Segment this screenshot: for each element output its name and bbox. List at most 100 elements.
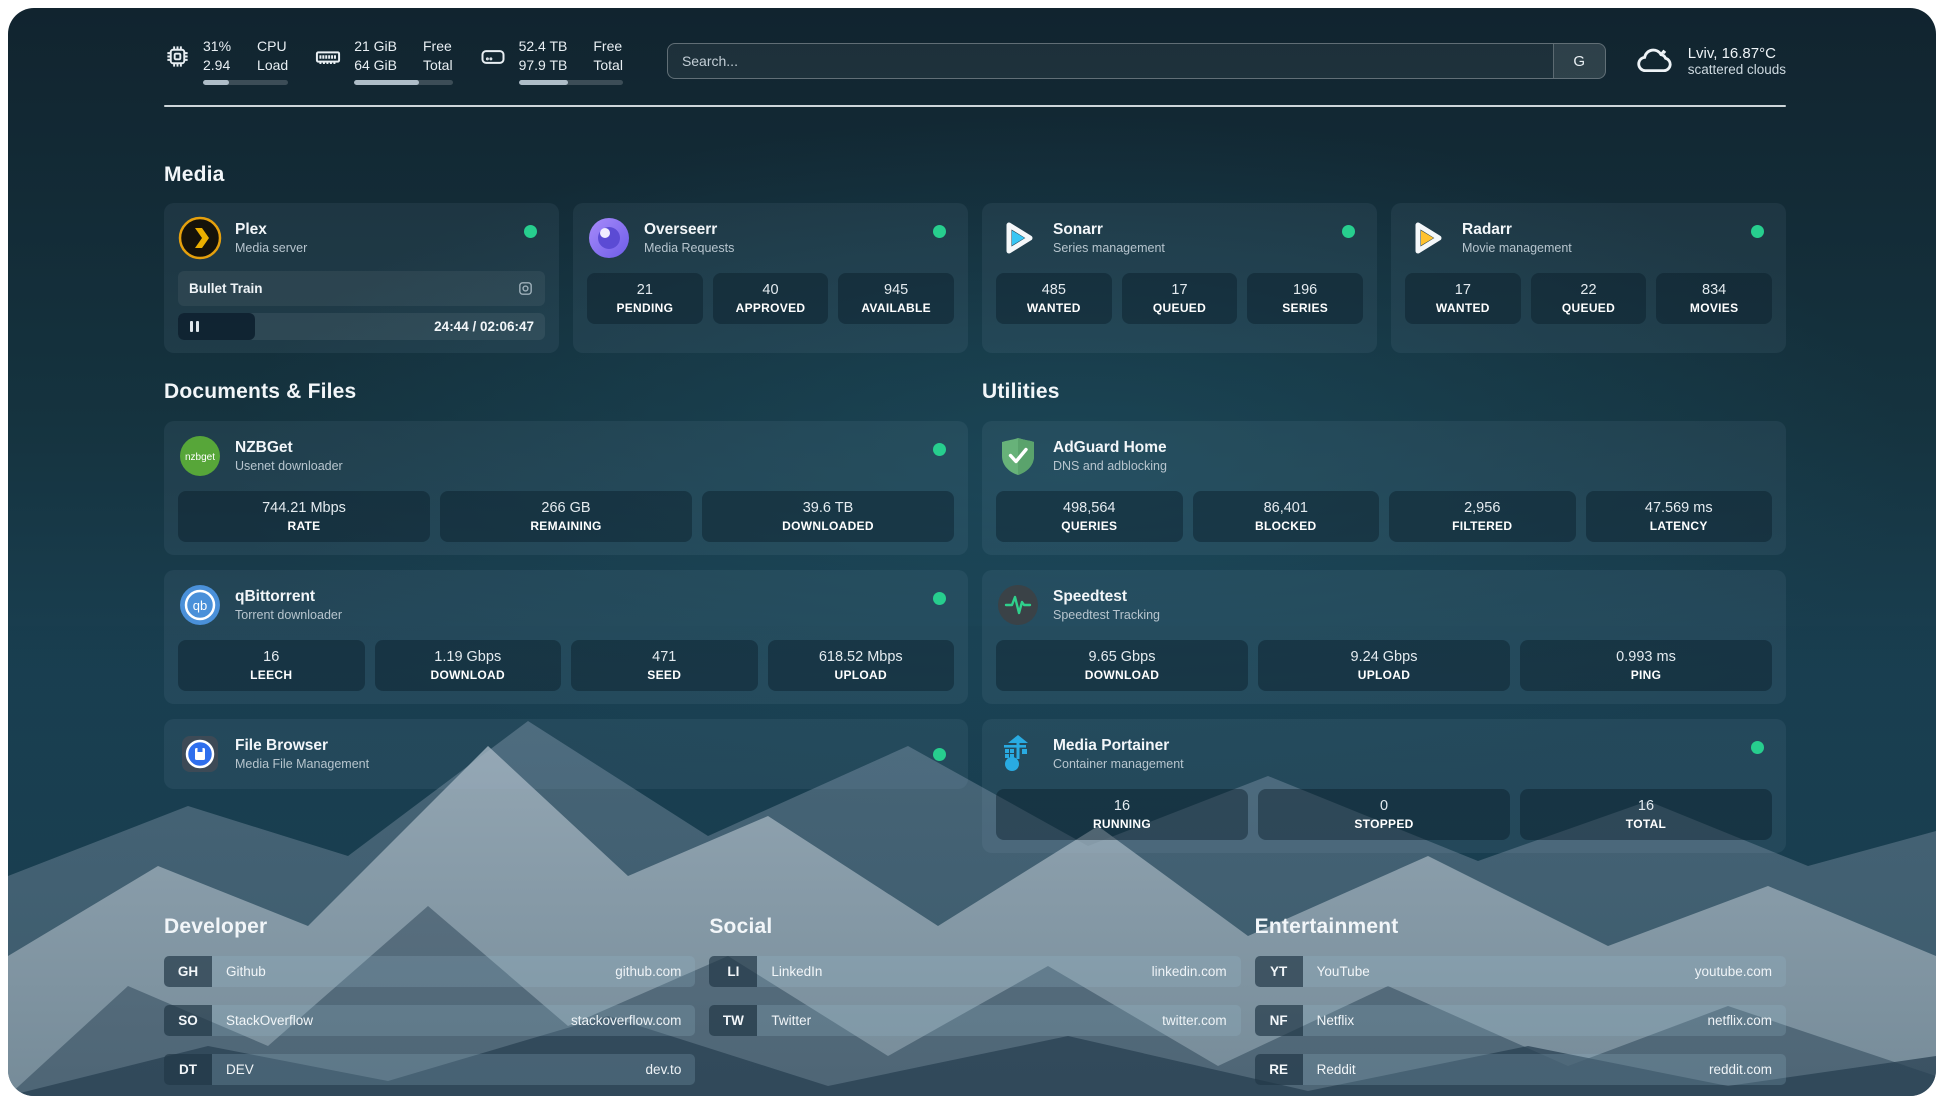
bookmark-stackoverflow[interactable]: SO StackOverflow stackoverflow.com xyxy=(164,1005,696,1036)
sonarr-icon xyxy=(996,216,1040,260)
disk-total-label: Total xyxy=(593,57,623,73)
bookmark-dev[interactable]: DT DEV dev.to xyxy=(164,1054,696,1085)
youtube-name: YouTube xyxy=(1316,964,1370,979)
stackoverflow-url: stackoverflow.com xyxy=(571,1013,682,1028)
portainer-stat-running: 16 RUNNING xyxy=(996,789,1248,840)
portainer-subtitle: Container management xyxy=(1053,756,1184,771)
nzbget-card[interactable]: nzbget NZBGet Usenet downloader 744.21 M… xyxy=(164,421,968,555)
qbittorrent-stat-download: 1.19 Gbps DOWNLOAD xyxy=(374,640,561,691)
ram-total-label: Total xyxy=(423,57,453,73)
bookmark-twitter[interactable]: TW Twitter twitter.com xyxy=(709,1005,1241,1036)
sonarr-card[interactable]: Sonarr Series management 485 WANTED 17 Q… xyxy=(982,203,1377,353)
stat-value: 2,956 xyxy=(1464,500,1501,516)
plex-status-dot xyxy=(524,225,537,238)
filebrowser-card[interactable]: File Browser Media File Management xyxy=(164,719,968,789)
dev-abbr: DT xyxy=(164,1054,212,1085)
stat-value: 0 xyxy=(1379,798,1389,814)
qbittorrent-stat-leech: 16 LEECH xyxy=(178,640,365,691)
stackoverflow-name: StackOverflow xyxy=(226,1013,314,1028)
stat-label: TOTAL xyxy=(1625,817,1667,831)
stat-label: PING xyxy=(1630,668,1662,682)
speedtest-name: Speedtest xyxy=(1053,587,1128,605)
stat-value: 9.24 Gbps xyxy=(1350,649,1418,665)
stat-value: 86,401 xyxy=(1263,500,1308,516)
overseerr-card[interactable]: Overseerr Media Requests 21 PENDING 40 A… xyxy=(573,203,968,353)
documents-column: Documents & Files nzbget NZBGet xyxy=(164,380,968,853)
ram-icon xyxy=(314,43,342,71)
portainer-stat-total: 16 TOTAL xyxy=(1520,789,1772,840)
plex-card[interactable]: Plex Media server Bullet Train xyxy=(164,203,559,353)
radarr-subtitle: Movie management xyxy=(1462,240,1572,255)
adguard-stat-queries: 498,564 QUERIES xyxy=(996,491,1183,542)
pause-icon xyxy=(190,321,199,332)
portainer-name: Media Portainer xyxy=(1053,736,1170,754)
stat-value: 196 xyxy=(1293,282,1318,298)
stat-label: RUNNING xyxy=(1092,817,1152,831)
stat-value: 40 xyxy=(762,282,779,298)
stat-value: 39.6 TB xyxy=(802,500,854,516)
plex-now-playing-row[interactable]: Bullet Train xyxy=(178,271,545,306)
section-title-social: Social xyxy=(709,915,773,938)
stat-value: 266 GB xyxy=(541,500,591,516)
stat-label: FILTERED xyxy=(1452,519,1513,533)
qbittorrent-name: qBittorrent xyxy=(235,587,316,605)
overseerr-subtitle: Media Requests xyxy=(644,240,735,255)
portainer-card[interactable]: Media Portainer Container management 16 … xyxy=(982,719,1786,853)
stat-value: 945 xyxy=(884,282,909,298)
cpu-label: CPU xyxy=(257,38,287,54)
plex-progress-bar[interactable]: 24:44 / 02:06:47 xyxy=(178,313,545,340)
section-title-entertainment: Entertainment xyxy=(1254,915,1399,938)
stat-value: 744.21 Mbps xyxy=(262,500,346,516)
cpu-load-label: Load xyxy=(257,57,289,73)
portainer-stat-stopped: 0 STOPPED xyxy=(1258,789,1510,840)
bookmark-netflix[interactable]: NF Netflix netflix.com xyxy=(1254,1005,1786,1036)
weather-condition: scattered clouds xyxy=(1687,62,1786,77)
stat-value: 21 xyxy=(636,282,653,298)
adguard-stat-filtered: 2,956 FILTERED xyxy=(1389,491,1576,542)
netflix-abbr: NF xyxy=(1254,1005,1303,1036)
filebrowser-name: File Browser xyxy=(235,736,329,754)
cpu-icon xyxy=(164,43,191,70)
overseerr-stat-pending: 21 PENDING xyxy=(587,273,703,324)
stackoverflow-abbr: SO xyxy=(164,1005,212,1036)
cpu-metric: 31% 2.94 CPU Load xyxy=(164,37,289,85)
qbittorrent-card[interactable]: qb qBittorrent Torrent downloader 16 LEE… xyxy=(164,570,968,704)
dev-url: dev.to xyxy=(645,1062,682,1077)
stat-label: QUERIES xyxy=(1061,519,1118,533)
radarr-status-dot xyxy=(1751,225,1764,238)
adguard-card[interactable]: AdGuard Home DNS and adblocking 498,564 … xyxy=(982,421,1786,555)
search-input[interactable] xyxy=(667,44,1553,78)
svg-text:nzbget: nzbget xyxy=(185,452,215,463)
overseerr-stat-approved: 40 APPROVED xyxy=(712,273,829,324)
plex-now-playing-title: Bullet Train xyxy=(189,281,263,296)
bookmark-github[interactable]: GH Github github.com xyxy=(164,956,696,987)
section-title-media: Media xyxy=(164,163,225,186)
speedtest-icon xyxy=(996,583,1040,627)
disk-progress-track xyxy=(518,80,623,85)
bookmark-linkedin[interactable]: LI LinkedIn linkedin.com xyxy=(709,956,1241,987)
search-bar[interactable]: G xyxy=(666,43,1606,79)
plex-subtitle: Media server xyxy=(235,240,308,255)
section-title-utilities: Utilities xyxy=(982,380,1060,403)
stat-label: BLOCKED xyxy=(1255,519,1317,533)
linkedin-name: LinkedIn xyxy=(771,964,823,979)
netflix-name: Netflix xyxy=(1316,1013,1355,1028)
stat-label: QUEUED xyxy=(1152,301,1207,315)
stat-value: 47.569 ms xyxy=(1644,500,1713,516)
linkedin-url: linkedin.com xyxy=(1151,964,1227,979)
sonarr-name: Sonarr xyxy=(1053,220,1103,238)
bookmark-reddit[interactable]: RE Reddit reddit.com xyxy=(1254,1054,1786,1085)
search-engine-button[interactable]: G xyxy=(1552,44,1605,78)
radarr-card[interactable]: Radarr Movie management 17 WANTED 22 QUE… xyxy=(1391,203,1786,353)
top-header: 31% 2.94 CPU Load xyxy=(164,34,1786,88)
bookmark-youtube[interactable]: YT YouTube youtube.com xyxy=(1254,956,1786,987)
speedtest-card[interactable]: Speedtest Speedtest Tracking 9.65 Gbps D… xyxy=(982,570,1786,704)
filebrowser-status-dot xyxy=(933,748,946,761)
header-divider xyxy=(164,105,1786,107)
entertainment-bookmarks: Entertainment YT YouTube youtube.com NF … xyxy=(1254,915,1786,1096)
ram-free-label: Free xyxy=(423,38,452,54)
filebrowser-icon xyxy=(178,732,222,776)
ram-metric: 21 GiB 64 GiB Free Total xyxy=(314,37,453,85)
ram-progress-fill xyxy=(354,80,420,85)
reddit-name: Reddit xyxy=(1316,1062,1356,1077)
